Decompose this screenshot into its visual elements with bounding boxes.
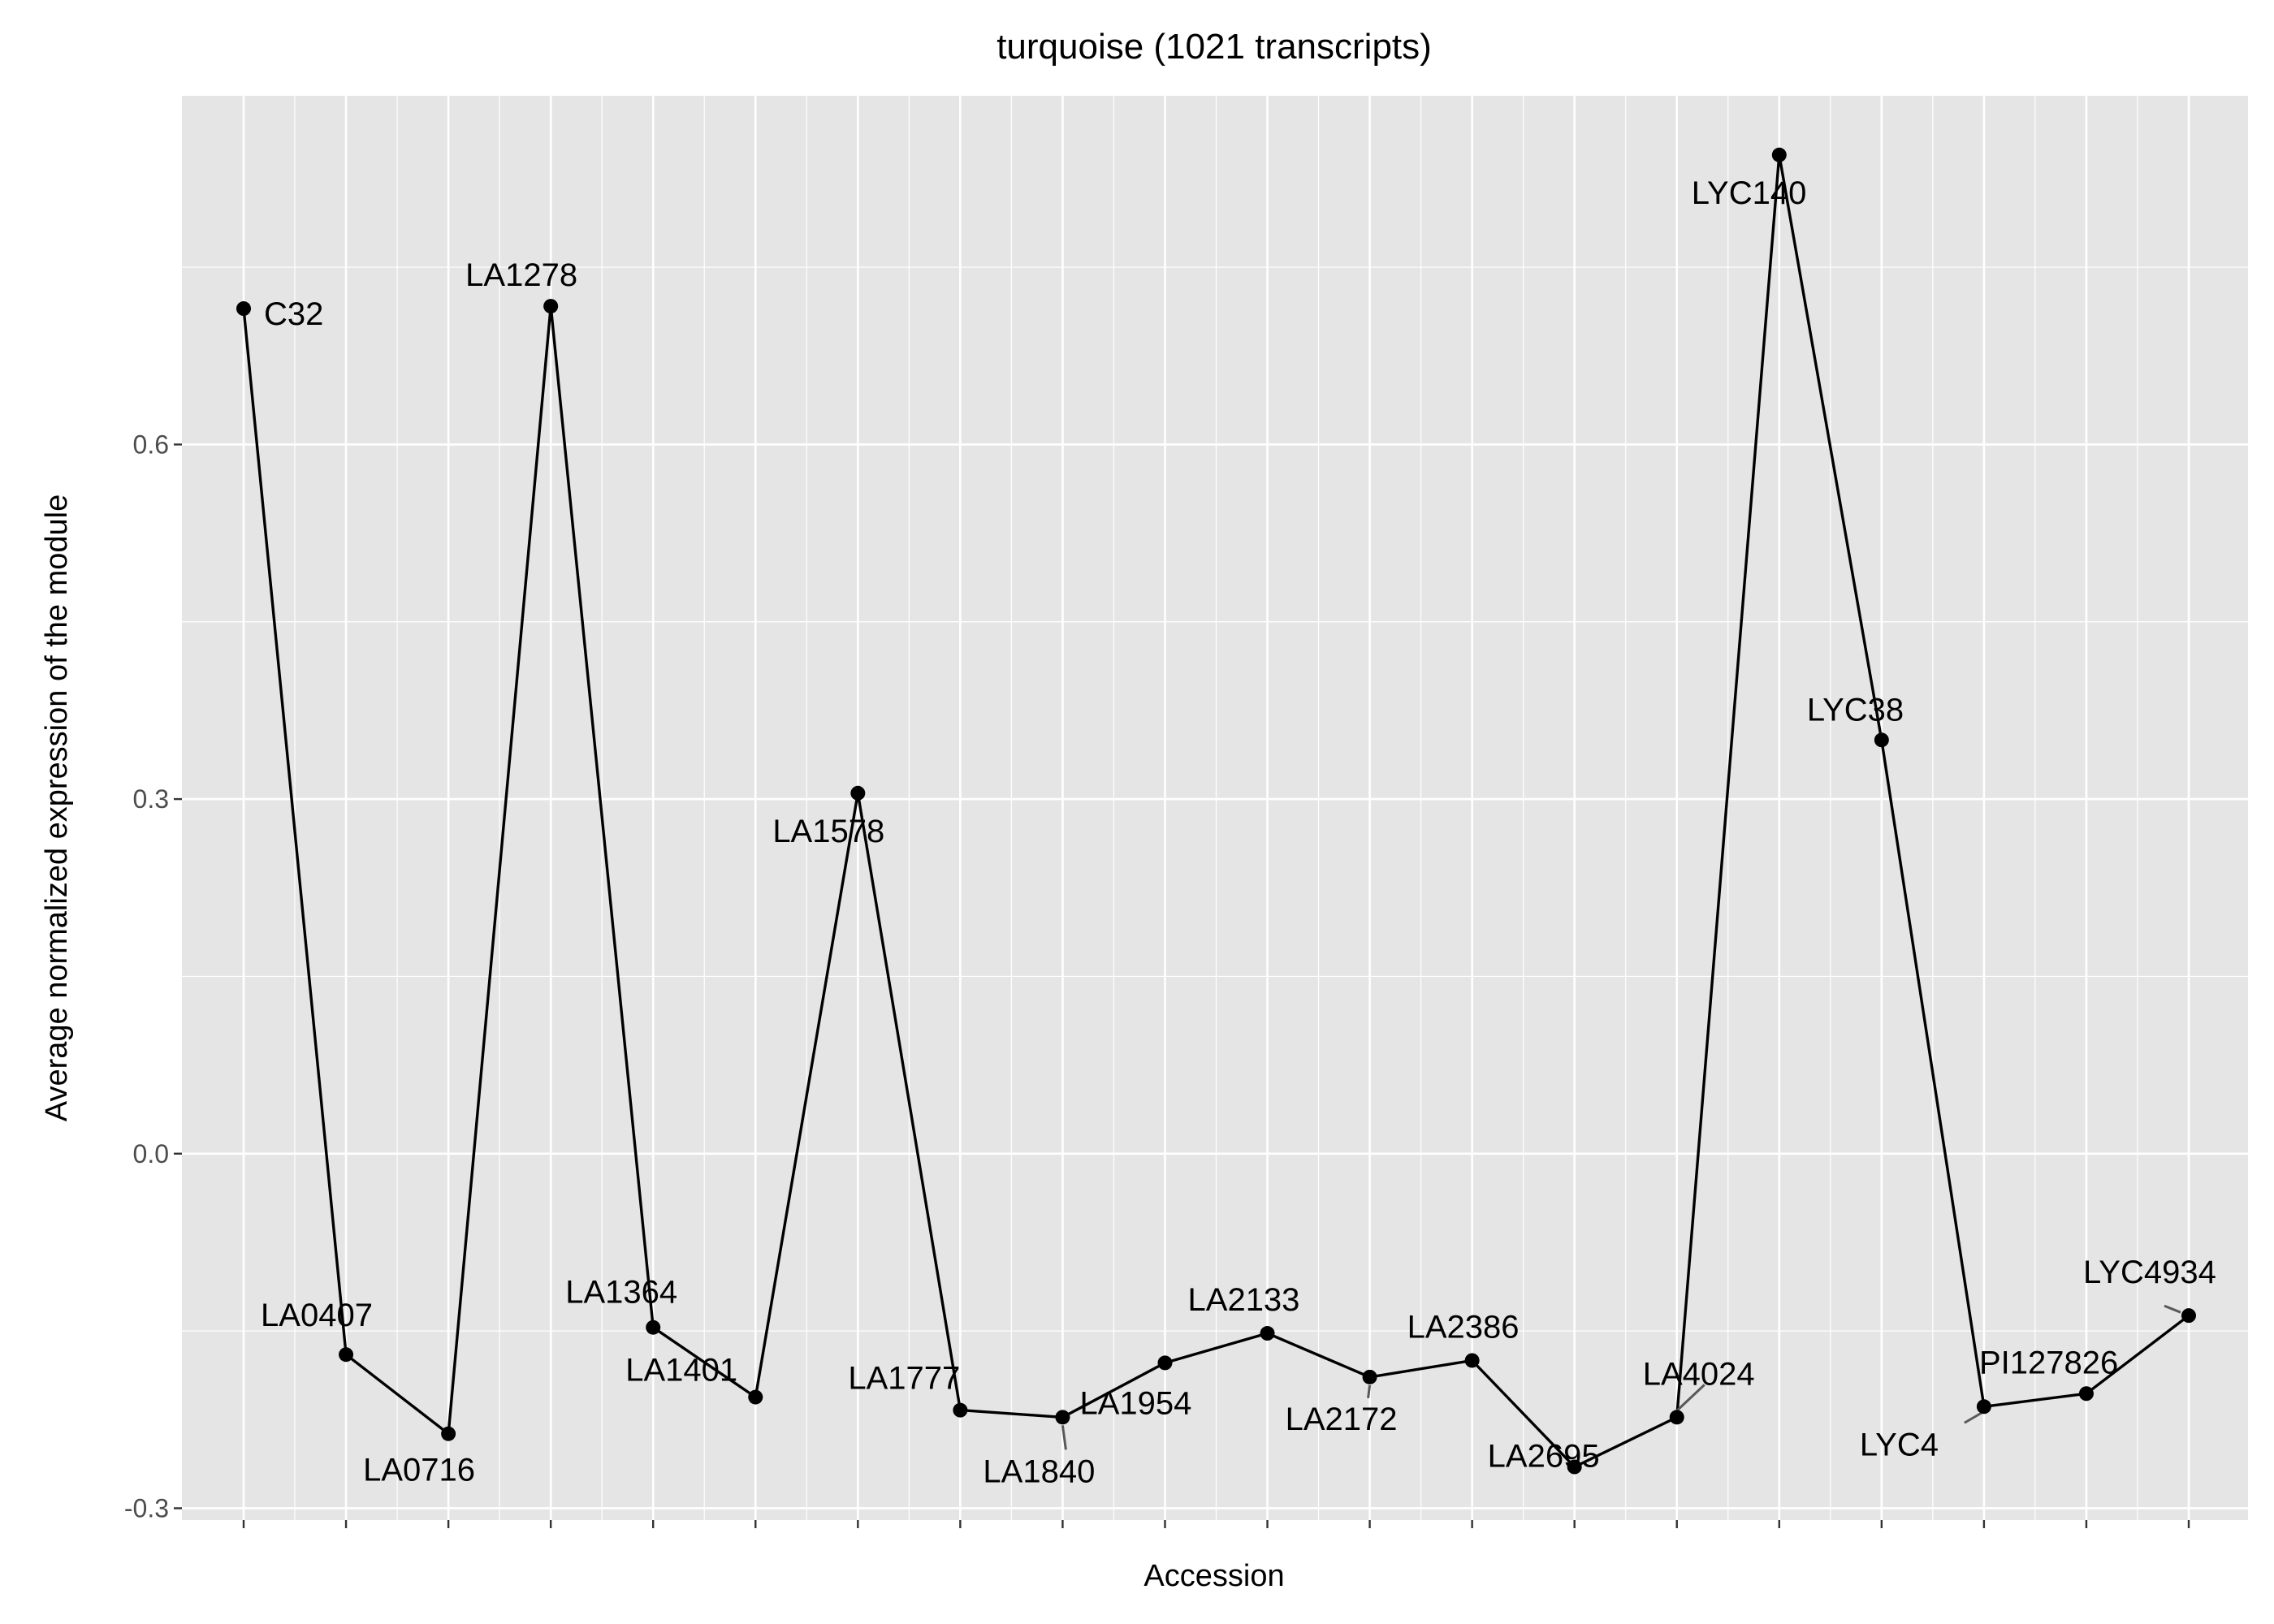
data-point (2181, 1308, 2196, 1324)
data-point (1260, 1326, 1275, 1341)
data-point (1464, 1353, 1480, 1368)
data-point (646, 1320, 661, 1335)
x-axis (242, 1520, 2190, 1528)
point-label: LA0407 (261, 1298, 373, 1333)
point-label: LA1364 (565, 1275, 677, 1311)
y-tick-label: 0.0 (133, 1139, 169, 1168)
point-label: LA0716 (363, 1453, 475, 1488)
chart-title: turquoise (1021 transcripts) (996, 27, 1432, 67)
point-label: LA1401 (625, 1353, 737, 1389)
point-label: PI127826 (1979, 1345, 2118, 1380)
point-label: LA2133 (1188, 1282, 1300, 1318)
point-label: LYC4934 (2083, 1255, 2216, 1290)
data-point (441, 1426, 456, 1441)
point-label: LA1954 (1079, 1385, 1191, 1421)
data-point (339, 1347, 354, 1363)
data-point (1874, 732, 1889, 748)
label-leader-line (1964, 1410, 1985, 1424)
data-point (953, 1402, 968, 1418)
y-axis-title: Average normalized expression of the mod… (40, 495, 74, 1121)
series-line (242, 153, 2190, 1469)
point-label: LYC4 (1860, 1427, 1939, 1462)
data-point (1055, 1410, 1070, 1425)
data-point (748, 1389, 763, 1405)
point-label: LA2386 (1407, 1309, 1520, 1345)
data-point (2078, 1386, 2094, 1402)
label-leader-line (1061, 1425, 1067, 1450)
label-leader-line (1367, 1384, 1372, 1399)
point-label: C32 (264, 296, 323, 332)
data-point (1567, 1459, 1582, 1475)
data-point (1669, 1410, 1684, 1425)
label-leaders (1061, 1304, 2181, 1450)
point-labels: C32 LA0407 LA0716 LA1278 LA1364 LA1401 LA1578 L… (261, 175, 2216, 1490)
series-polyline (242, 153, 2190, 1469)
data-points (236, 147, 2196, 1475)
data-point (543, 299, 559, 314)
x-axis-title: Accession (1143, 1559, 1284, 1593)
y-axis: -0.3 0.0 0.3 0.6 (124, 430, 182, 1522)
grid-lines (182, 96, 2248, 1520)
label-leader-line (2164, 1304, 2181, 1314)
point-label: LYC140 (1692, 175, 1807, 211)
point-label: LA1777 (848, 1361, 960, 1397)
point-label: LA2172 (1286, 1402, 1398, 1437)
label-leader-line (1675, 1384, 1706, 1412)
data-point (850, 785, 866, 801)
point-label: LA4024 (1643, 1356, 1755, 1392)
point-label: LA1578 (772, 814, 884, 849)
y-tick-label: 0.6 (133, 430, 169, 459)
point-label: LA1278 (465, 257, 577, 293)
point-label: LA2695 (1488, 1438, 1600, 1474)
data-point (1157, 1355, 1173, 1371)
plot-panel (182, 96, 2248, 1520)
y-tick-label: 0.3 (133, 784, 169, 814)
data-point (1362, 1369, 1377, 1384)
data-point (236, 301, 251, 317)
y-tick-label: -0.3 (124, 1493, 169, 1522)
data-point (1976, 1399, 1991, 1415)
data-point (1771, 147, 1787, 162)
point-label: LA1840 (983, 1453, 1095, 1489)
point-label: LYC38 (1807, 692, 1904, 728)
